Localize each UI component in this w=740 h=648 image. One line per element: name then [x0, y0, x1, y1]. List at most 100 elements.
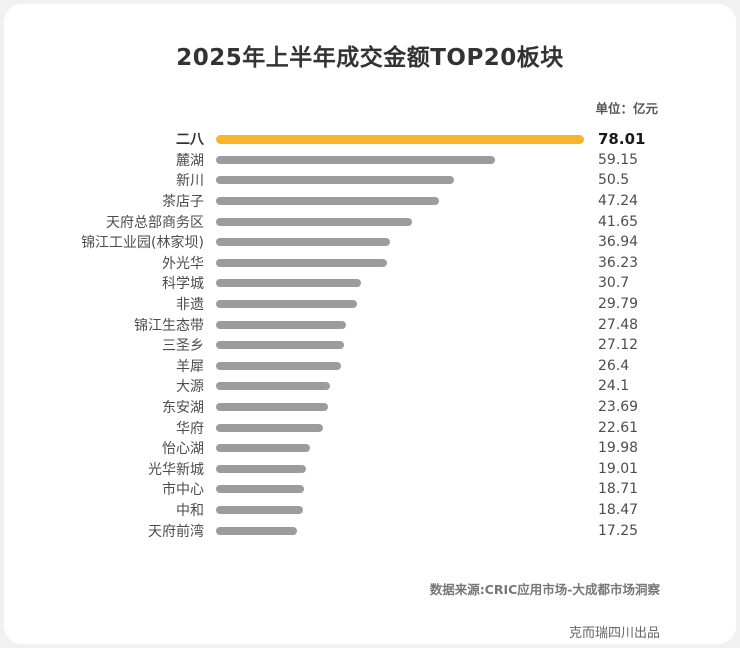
category-label: 麓湖: [176, 152, 204, 169]
chart-row: 华府 22.61: [22, 417, 718, 438]
bar-track: [216, 361, 584, 370]
category-label: 东安湖: [162, 400, 204, 417]
bar: [216, 197, 439, 206]
value-label: 19.01: [598, 460, 639, 477]
value-label: 22.61: [598, 419, 639, 436]
bar: [216, 320, 346, 329]
category-label: 大源: [176, 379, 204, 396]
bar: [216, 464, 306, 473]
value-label: 36.94: [598, 234, 639, 251]
bar-track: [216, 135, 584, 145]
chart-row: 羊犀 26.4: [22, 356, 718, 377]
category-label: 科学城: [162, 276, 204, 293]
category-label: 羊犀: [176, 358, 204, 375]
value-label: 50.5: [598, 172, 630, 189]
category-label: 怡心湖: [162, 441, 204, 458]
chart-row: 市中心 18.71: [22, 479, 718, 500]
bar-track: [216, 505, 584, 514]
category-label: 锦江工业园(林家坝): [81, 235, 204, 252]
chart-row: 麓湖 59.15: [22, 150, 718, 171]
bar: [216, 300, 357, 309]
value-label: 47.24: [598, 193, 639, 210]
value-label: 23.69: [598, 399, 639, 416]
chart-title: 2025年上半年成交金额TOP20板块: [176, 45, 564, 71]
bar: [216, 341, 344, 350]
category-label: 非遗: [176, 297, 204, 314]
bar-track: [216, 197, 584, 206]
bar: [216, 176, 455, 185]
category-label: 市中心: [162, 482, 204, 499]
category-label: 天府总部商务区: [106, 214, 204, 231]
category-label: 新川: [176, 173, 204, 190]
bar-track: [216, 485, 584, 494]
bar-track: [216, 403, 584, 412]
chart-row: 中和 18.47: [22, 500, 718, 521]
bar-track: [216, 176, 584, 185]
data-source-label: 数据来源:CRIC应用市场-大成都市场洞察: [429, 581, 660, 597]
chart-row: 非遗 29.79: [22, 294, 718, 315]
value-label: 27.48: [598, 316, 639, 333]
category-label: 茶店子: [162, 194, 204, 211]
bar: [216, 526, 298, 535]
chart-row: 茶店子 47.24: [22, 191, 718, 212]
chart-row: 锦江工业园(林家坝) 36.94: [22, 232, 718, 253]
bar: [216, 485, 305, 494]
credit-label: 克而瑞四川出品: [568, 625, 660, 641]
value-label: 18.71: [598, 481, 639, 498]
value-label: 36.23: [598, 254, 639, 271]
chart-row: 天府总部商务区 41.65: [22, 211, 718, 232]
bar-track: [216, 382, 584, 391]
value-label: 18.47: [598, 501, 639, 518]
category-label: 外光华: [162, 255, 204, 272]
value-label: 19.98: [598, 440, 639, 457]
chart-row: 科学城 30.7: [22, 273, 718, 294]
bar-track: [216, 300, 584, 309]
value-label: 27.12: [598, 337, 639, 354]
bar-track: [216, 279, 584, 288]
bar: [216, 382, 330, 391]
bar: [216, 258, 387, 267]
value-label: 29.79: [598, 296, 639, 313]
bar: [216, 361, 341, 370]
bar: [216, 403, 328, 412]
value-label: 24.1: [598, 378, 630, 395]
bar-chart: 二八 78.01 麓湖 59.15 新川 50.5 茶店子 47.24 天府总部商务区 41.65…: [22, 129, 718, 541]
category-label: 天府前湾: [148, 523, 204, 540]
bar: [216, 279, 361, 288]
bar-track: [216, 341, 584, 350]
value-label: 26.4: [598, 357, 630, 374]
category-label: 三圣乡: [162, 338, 204, 355]
chart-row: 大源 24.1: [22, 376, 718, 397]
chart-card: 2025年上半年成交金额TOP20板块 单位：亿元 二八 78.01 麓湖 59.15…: [4, 4, 736, 644]
chart-row: 天府前湾 17.25: [22, 520, 718, 541]
bar-track: [216, 423, 584, 432]
chart-row: 新川 50.5: [22, 170, 718, 191]
chart-row: 外光华 36.23: [22, 253, 718, 274]
bar-track: [216, 320, 584, 329]
value-label: 41.65: [598, 213, 639, 230]
category-label: 华府: [176, 420, 204, 437]
bar-track: [216, 526, 584, 535]
bar: [216, 155, 496, 164]
category-label: 二八: [176, 132, 204, 149]
chart-row: 东安湖 23.69: [22, 397, 718, 418]
chart-row: 光华新城 19.01: [22, 459, 718, 480]
bar: [216, 423, 323, 432]
bar: [216, 238, 391, 247]
value-label: 78.01: [598, 130, 646, 149]
value-label: 59.15: [598, 151, 639, 168]
value-label: 30.7: [598, 275, 630, 292]
bar: [216, 505, 304, 514]
chart-row: 三圣乡 27.12: [22, 335, 718, 356]
chart-row: 怡心湖 19.98: [22, 438, 718, 459]
bar-track: [216, 238, 584, 247]
bar: [216, 217, 413, 226]
value-label: 17.25: [598, 522, 639, 539]
category-label: 锦江生态带: [134, 317, 204, 334]
category-label: 中和: [176, 502, 204, 519]
chart-row: 锦江生态带 27.48: [22, 314, 718, 335]
bar-track: [216, 444, 584, 453]
bar-track: [216, 464, 584, 473]
category-label: 光华新城: [148, 461, 204, 478]
bar: [216, 444, 311, 453]
